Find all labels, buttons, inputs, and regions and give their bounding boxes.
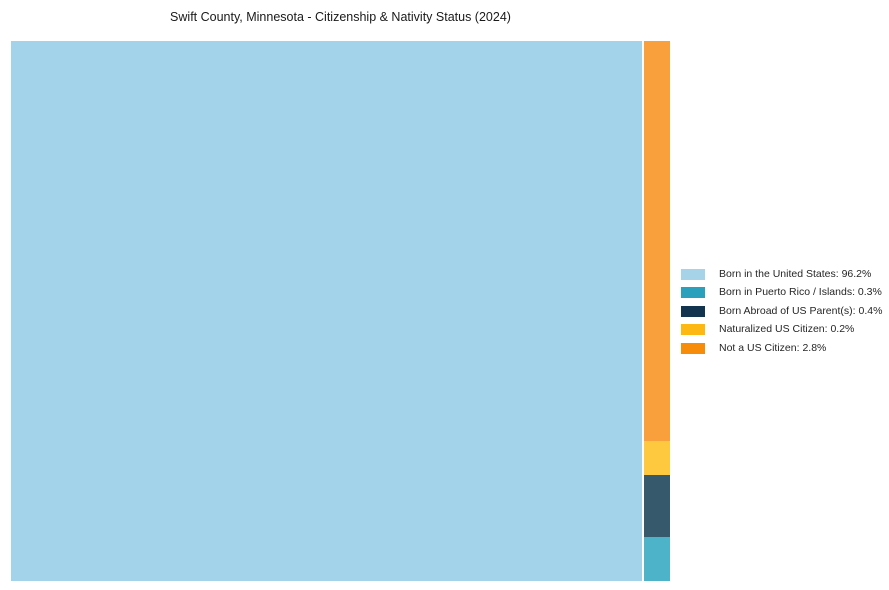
legend-item-label: Naturalized US Citizen: 0.2% (719, 323, 855, 336)
legend-swatch-icon (681, 305, 705, 317)
treemap-rect-naturalized-us-citizen (644, 441, 670, 475)
legend-item-label: Born Abroad of US Parent(s): 0.4% (719, 304, 883, 317)
legend-swatch-icon (681, 268, 705, 280)
legend-item-label: Born in the United States: 96.2% (719, 267, 872, 280)
legend-swatch-icon (681, 287, 705, 299)
legend-item-label: Born in Puerto Rico / Islands: 0.3% (719, 286, 882, 299)
treemap-rect-born-in-puerto-rico-islands (644, 537, 670, 581)
legend-item-born-abroad-of-us-parents: Born Abroad of US Parent(s): 0.4% (681, 302, 882, 321)
chart-title: Swift County, Minnesota - Citizenship & … (170, 10, 511, 24)
legend-item-label: Not a US Citizen: 2.8% (719, 341, 827, 354)
legend-swatch-icon (681, 324, 705, 336)
legend-item-born-in-puerto-rico-islands: Born in Puerto Rico / Islands: 0.3% (681, 284, 882, 303)
treemap-rect-not-a-us-citizen (644, 41, 670, 441)
legend-item-naturalized-us-citizen: Naturalized US Citizen: 0.2% (681, 321, 882, 340)
legend-item-not-a-us-citizen: Not a US Citizen: 2.8% (681, 339, 882, 358)
treemap-rect-born-abroad-of-us-parents (644, 475, 670, 537)
legend-item-born-in-united-states: Born in the United States: 96.2% (681, 265, 882, 284)
treemap-plot-area (11, 41, 670, 581)
treemap-rect-born-in-united-states (11, 41, 642, 581)
chart-legend: Born in the United States: 96.2% Born in… (681, 265, 882, 358)
legend-swatch-icon (681, 342, 705, 354)
